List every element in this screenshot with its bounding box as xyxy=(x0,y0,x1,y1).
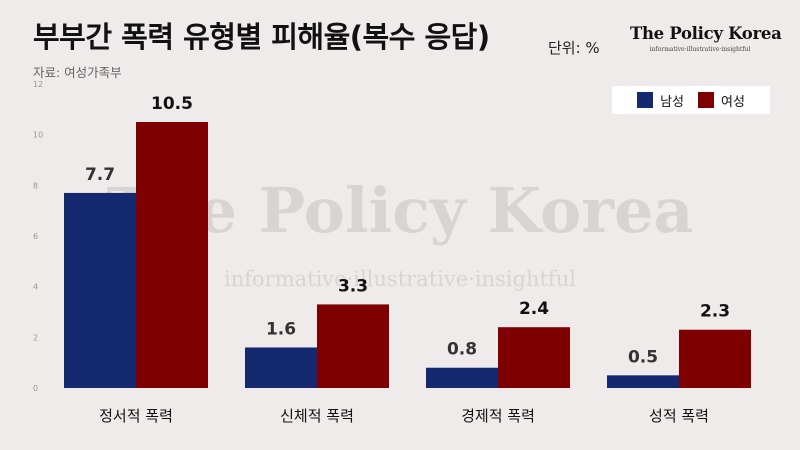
data-label: 0.8 xyxy=(447,340,477,360)
brand-tagline: informative·illustrative·insightful xyxy=(649,46,751,53)
unit-label: 단위: % xyxy=(548,39,600,57)
legend-label-male: 남성 xyxy=(660,94,684,110)
legend-label-female: 여성 xyxy=(721,94,745,110)
legend-item-female: 여성 xyxy=(698,91,745,110)
bar-female xyxy=(679,329,751,388)
x-tick-label: 정서적 폭력 xyxy=(99,407,173,425)
y-tick-label: 2 xyxy=(33,333,38,342)
page-title: 부부간 폭력 유형별 피해율(복수 응답) xyxy=(33,20,490,54)
legend-swatch-female xyxy=(698,92,714,108)
y-axis: 0 2 4 6 8 10 12 xyxy=(33,80,43,393)
x-axis: 정서적 폭력 신체적 폭력 경제적 폭력 성적 폭력 xyxy=(99,407,709,425)
legend: 남성 여성 xyxy=(612,86,770,114)
bar-male xyxy=(245,347,317,388)
data-label: 2.3 xyxy=(700,302,730,322)
y-tick-label: 8 xyxy=(33,181,38,190)
data-label: 7.7 xyxy=(85,165,115,185)
bar-female xyxy=(317,304,389,388)
y-tick-label: 10 xyxy=(33,131,43,140)
data-label: 2.4 xyxy=(519,299,549,319)
bar-male xyxy=(64,192,136,388)
bar-male xyxy=(426,367,498,388)
brand-name: The Policy Korea xyxy=(630,24,782,43)
data-label: 3.3 xyxy=(338,276,368,296)
watermark-tagline: informative·illustrative·insightful xyxy=(224,267,576,291)
y-tick-label: 12 xyxy=(33,80,43,89)
legend-swatch-male xyxy=(637,92,654,108)
y-tick-label: 6 xyxy=(33,232,38,241)
value-labels: 7.7 10.5 1.6 3.3 0.8 2.4 0.5 2.3 xyxy=(85,94,730,367)
x-tick-label: 성적 폭력 xyxy=(649,407,709,425)
y-tick-label: 4 xyxy=(33,283,38,292)
source-label: 자료: 여성가족부 xyxy=(33,65,122,80)
x-tick-label: 경제적 폭력 xyxy=(461,407,535,425)
bar-female xyxy=(136,122,208,388)
x-tick-label: 신체적 폭력 xyxy=(280,407,354,425)
bar-male xyxy=(607,375,679,388)
y-tick-label: 0 xyxy=(33,384,38,393)
brand-logo: The Policy Korea informative·illustrativ… xyxy=(630,24,782,53)
data-label: 0.5 xyxy=(628,347,658,367)
bar-female xyxy=(498,327,570,388)
data-label: 10.5 xyxy=(151,94,193,114)
data-label: 1.6 xyxy=(266,319,296,339)
bars xyxy=(64,122,751,388)
legend-item-male: 남성 xyxy=(637,91,684,110)
